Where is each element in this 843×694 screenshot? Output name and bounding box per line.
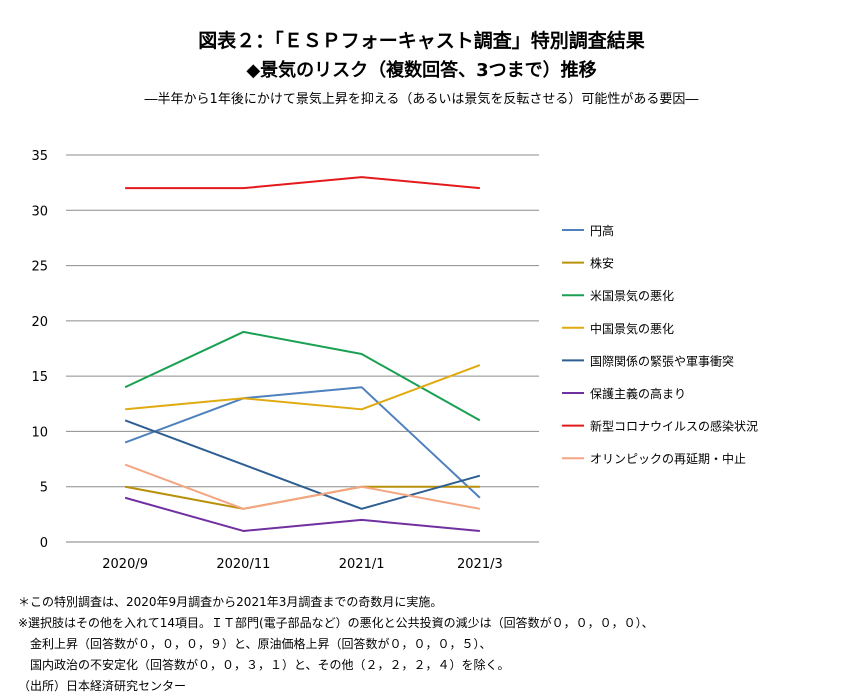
legend-label: 中国景気の悪化 — [590, 321, 674, 336]
chart-description: ―半年から1年後にかけて景気上昇を抑える（あるいは景気を反転させる）可能性がある… — [144, 92, 699, 107]
legend-label: 米国景気の悪化 — [590, 288, 674, 303]
x-tick-label: 2021/3 — [457, 557, 503, 572]
y-tick-label: 10 — [31, 425, 48, 440]
legend-label: 国際関係の緊張や軍事衝突 — [590, 353, 734, 368]
series-line — [125, 176, 480, 190]
footnote-survey: ＊この特別調査は、2020年9月調査から2021年3月調査までの奇数月に実施。 — [18, 595, 443, 609]
x-tick-label: 2020/9 — [102, 557, 148, 572]
x-tick-label: 2020/11 — [216, 557, 270, 572]
y-tick-label: 5 — [40, 481, 48, 496]
y-tick-label: 15 — [31, 370, 48, 385]
y-tick-label: 0 — [40, 536, 48, 551]
footnote-options-cont2: 国内政治の不安定化（回答数が０，０，３，１）と、その他（２，２，２，４）を除く。 — [18, 658, 510, 672]
chart-subtitle: ◆景気のリスク（複数回答、3つまで）推移 — [246, 60, 597, 81]
series-line — [124, 463, 481, 510]
y-tick-label: 25 — [31, 260, 48, 275]
series-line — [124, 496, 480, 532]
y-tick-label: 20 — [31, 315, 48, 330]
legend-label: オリンピックの再延期・中止 — [590, 451, 746, 466]
legend-label: 新型コロナウイルスの感染状況 — [590, 419, 758, 434]
x-tick-label: 2021/1 — [339, 557, 385, 572]
footnote-options-cont1: 金利上昇（回答数が０，０，０，９）と、原油価格上昇（回答数が０，０，０，５）、 — [18, 637, 492, 651]
y-tick-label: 30 — [31, 204, 48, 219]
series-line — [124, 386, 481, 499]
y-tick-label: 35 — [31, 149, 48, 164]
legend-label: 株安 — [590, 256, 614, 271]
legend-label: 円高 — [590, 223, 614, 238]
footnote-options: ※選択肢はその他を入れて14項目。ＩＴ部門(電子部品など）の悪化と公共投資の減少… — [18, 616, 654, 630]
source-note: （出所）日本経済研究センター — [18, 679, 187, 693]
series-line — [124, 419, 481, 510]
line-chart: 0 5 10 15 20 25 30 35 2020/9 2020/11 2021/1 2021/3 円… — [31, 149, 758, 572]
chart-title: 図表２：「ＥＳＰフォーキャスト調査」特別調査結果 — [198, 30, 645, 52]
legend-label: 保護主義の高まり — [590, 386, 686, 401]
series-line — [125, 364, 481, 411]
